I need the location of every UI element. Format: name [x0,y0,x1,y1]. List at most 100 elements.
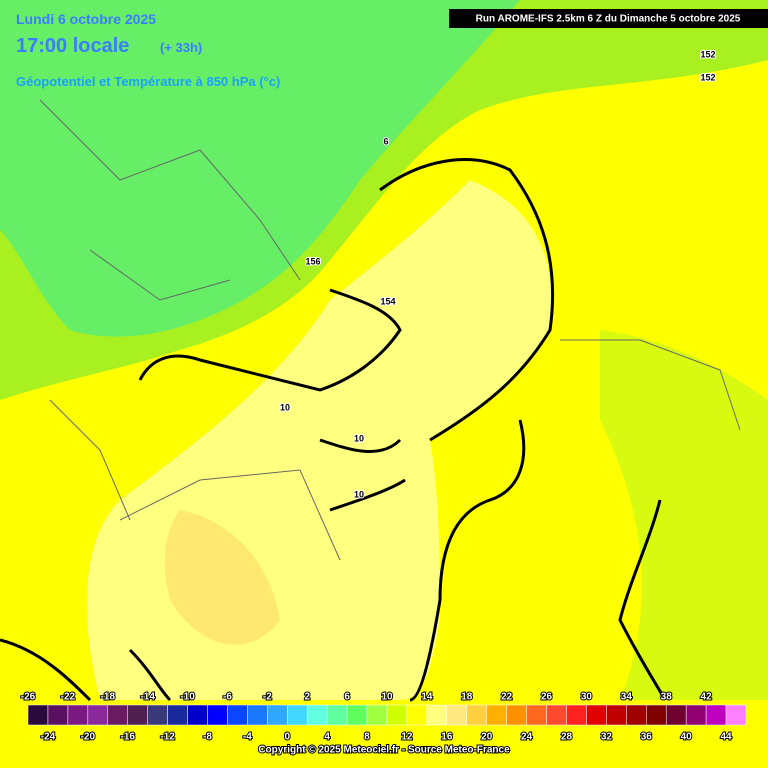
contour-label: 10 [280,402,290,412]
scale-swatch [426,704,448,726]
scale-swatch [446,704,468,726]
scale-swatch [386,704,408,726]
scale-swatch [486,704,507,726]
scale-swatch [366,704,388,726]
scale-label-bottom: -12 [160,732,175,743]
contour-label: 10 [354,489,364,499]
scale-label-top: 14 [421,692,433,703]
scale-swatch [47,704,69,726]
scale-swatch [267,704,288,726]
scale-label-bottom: 8 [364,732,370,743]
scale-swatch [167,704,188,726]
scale-swatch [626,704,647,726]
scale-swatch [705,704,727,726]
scale-swatch [506,704,527,726]
scale-label-bottom: 36 [641,732,653,743]
scale-label-top: 26 [541,692,553,703]
scale-swatch [187,704,208,726]
coastline [0,638,172,702]
scale-label-bottom: -16 [120,732,135,743]
contour-label: 152 [700,72,715,82]
coastlines [0,158,667,702]
scale-label-top: 2 [304,692,310,703]
scale-label-bottom: 28 [561,732,573,743]
coastline [138,288,402,392]
date: Lundi 6 octobre 2025 [16,11,156,27]
scale-label-top: 10 [381,692,393,703]
scale-swatch [685,704,707,726]
run-banner [449,9,768,28]
east-region [600,330,768,700]
scale-swatch [586,704,607,726]
run-info: Run AROME-IFS 2.5km 6 Z du Dimanche 5 oc… [476,14,741,25]
scale-swatch [287,704,308,726]
scale-swatch [107,704,128,726]
scale-label-top: -22 [61,692,76,703]
scale-label-bottom: -20 [81,732,96,743]
scale-label-bottom: 24 [521,732,533,743]
scale-label-top: -10 [180,692,195,703]
scale-swatch [127,704,148,726]
contour-label: 154 [380,296,395,306]
scale-label-bottom: 16 [441,732,453,743]
contour-label: 152 [700,49,715,59]
coastline [409,419,526,702]
scale-swatch [87,704,109,726]
copyright: Copyright © 2025 Meteociel.fr - Source M… [258,745,510,756]
scale-swatch [526,704,547,726]
scale-label-bottom: 0 [284,732,290,743]
scale-label-bottom: 32 [601,732,613,743]
scale-swatch [665,704,687,726]
scale-label-top: 6 [344,692,350,703]
scale-label-top: 42 [701,692,713,703]
coastline [379,158,555,442]
cold-region [0,0,520,337]
scale-swatch [27,704,49,726]
scale-swatch [606,704,627,726]
coastline [319,438,406,512]
scale-label-top: 22 [501,692,513,703]
scale-label-top: -14 [140,692,155,703]
scale-label-top: 38 [661,692,673,703]
coastline [618,499,667,701]
scale-label-top: 18 [461,692,473,703]
scale-label-bottom: 44 [720,732,732,743]
scale-label-bottom: 20 [481,732,493,743]
contour-label: 6 [383,136,388,146]
scale-swatch [227,704,248,726]
scale-label-top: -18 [101,692,116,703]
lead-time: (+ 33h) [160,40,202,55]
scale-label-bottom: -4 [243,732,252,743]
scale-swatch [546,704,567,726]
scale-swatch [306,704,328,726]
scale-swatch [67,704,89,726]
scale-swatch [466,704,487,726]
time: 17:00 locale [16,35,129,57]
warm-core [164,510,280,645]
scale-swatch [207,704,228,726]
scale-label-bottom: -8 [203,732,212,743]
contour-label: 156 [305,256,320,266]
scale-label-top: 30 [581,692,593,703]
scale-label-bottom: 4 [324,732,330,743]
scale-label-top: -6 [223,692,232,703]
scale-swatch [566,704,587,726]
borders [39,99,741,561]
border [39,99,741,561]
scale-label-top: -2 [263,692,272,703]
scale-label-top: 34 [621,692,633,703]
scale-swatch [646,704,667,726]
scale-swatch [725,704,747,726]
scale-swatch [247,704,268,726]
contour-label: 10 [354,433,364,443]
scale-label-bottom: 40 [681,732,693,743]
scale-swatch [326,704,348,726]
scale-swatch [406,704,428,726]
scale-swatch [346,704,368,726]
scale-label-top: -26 [21,692,36,703]
field-name: Géopotentiel et Température à 850 hPa (°… [16,74,280,89]
scale-label-bottom: -24 [41,732,56,743]
scale-label-bottom: 12 [401,732,413,743]
